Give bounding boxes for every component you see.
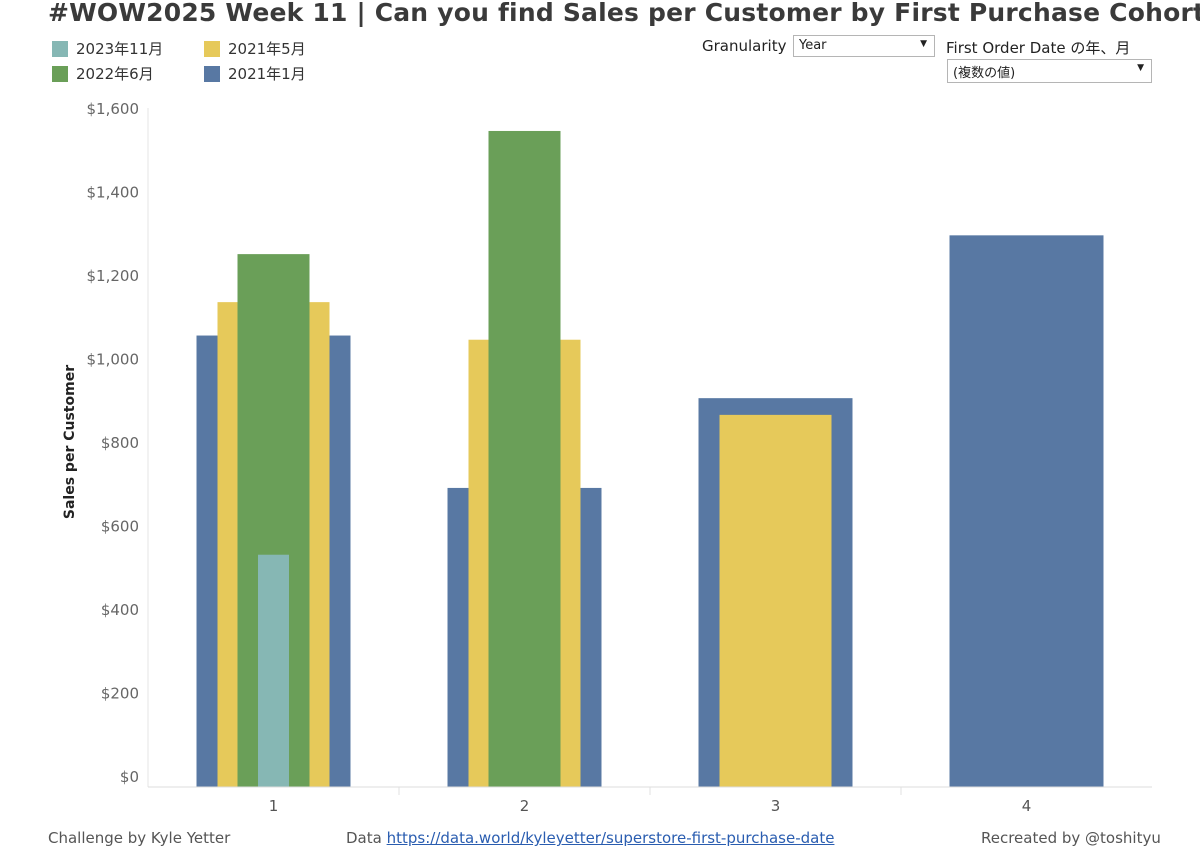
chevron-down-icon: ▼	[920, 39, 927, 49]
y-tick-label: $1,400	[87, 184, 140, 202]
page-title: #WOW2025 Week 11 | Can you find Sales pe…	[48, 0, 1200, 27]
bar-2021年1月-4[interactable]	[949, 235, 1104, 787]
x-tick-label: 4	[1022, 797, 1032, 815]
legend-label: 2021年1月	[228, 65, 306, 83]
y-tick-label: $1,000	[87, 351, 140, 369]
granularity-value: Year	[799, 38, 827, 53]
y-tick-label: $1,200	[87, 267, 140, 285]
chevron-down-icon: ▼	[1137, 63, 1144, 73]
y-tick-label: $400	[101, 601, 139, 619]
bar-2023年11月-1[interactable]	[258, 554, 289, 787]
granularity-dropdown[interactable]: Year ▼	[793, 35, 935, 57]
y-tick-label: $600	[101, 518, 139, 536]
footer-recreated: Recreated by @toshityu	[981, 829, 1161, 847]
bar-2022年6月-2[interactable]	[488, 130, 561, 787]
footer-data: Data https://data.world/kyleyetter/super…	[346, 829, 834, 847]
first-order-date-dropdown[interactable]: (複数の値) ▼	[947, 59, 1152, 83]
data-source-link[interactable]: https://data.world/kyleyetter/superstore…	[386, 829, 835, 847]
legend-label: 2021年5月	[228, 40, 306, 58]
first-order-date-label: First Order Date の年、月	[946, 39, 1131, 57]
legend-swatch	[52, 40, 68, 57]
x-tick-label: 3	[771, 797, 781, 815]
legend-swatch	[52, 65, 68, 82]
footer-data-prefix: Data	[346, 829, 382, 847]
legend-item-2021-5[interactable]: 2021年5月	[204, 38, 306, 59]
legend-item-2022-6[interactable]: 2022年6月	[52, 63, 154, 84]
first-order-date-value: (複数の値)	[953, 66, 1016, 81]
bar-2021年5月-3[interactable]	[719, 414, 832, 787]
y-tick-label: $0	[120, 768, 139, 786]
legend-label: 2022年6月	[76, 65, 154, 83]
y-axis-label: Sales per Customer	[62, 365, 78, 519]
legend-swatch	[204, 40, 220, 57]
y-tick-label: $800	[101, 434, 139, 452]
legend-item-2023-11[interactable]: 2023年11月	[52, 38, 163, 59]
y-tick-label: $200	[101, 685, 139, 703]
granularity-label: Granularity	[702, 37, 787, 55]
y-tick-label: $1,600	[87, 100, 140, 118]
legend-swatch	[204, 65, 220, 82]
footer-challenge: Challenge by Kyle Yetter	[48, 829, 231, 847]
x-tick-label: 2	[520, 797, 530, 815]
legend-label: 2023年11月	[76, 40, 164, 58]
x-tick-label: 1	[269, 797, 279, 815]
legend-item-2021-1[interactable]: 2021年1月	[204, 63, 306, 84]
